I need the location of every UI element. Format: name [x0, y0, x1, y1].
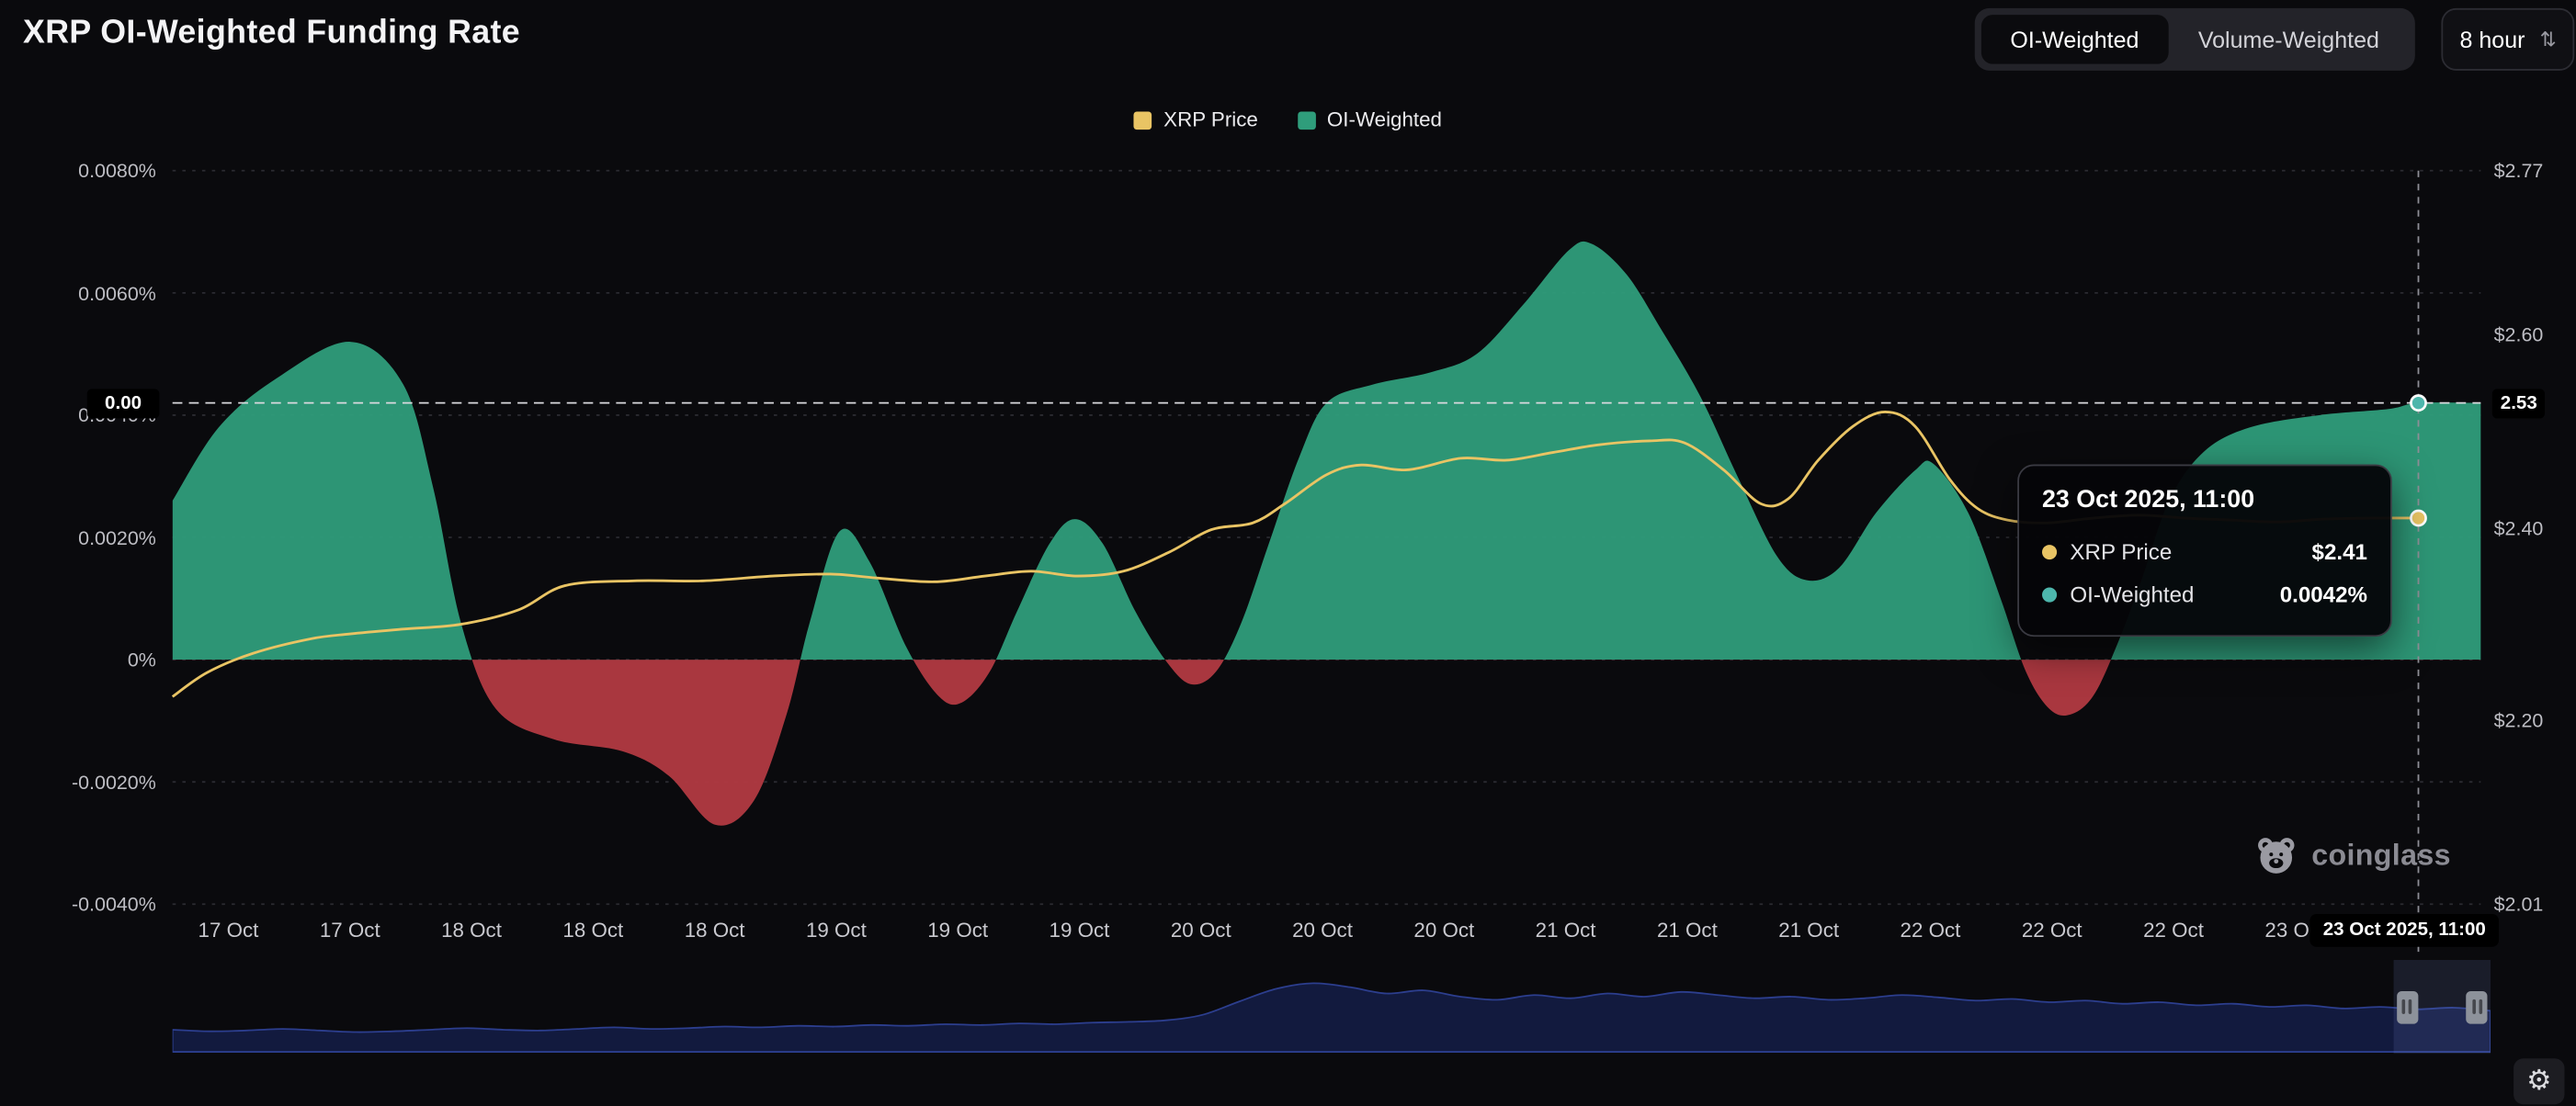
- y-axis-tick: 0.0060%: [78, 281, 156, 305]
- interval-label: 8 hour: [2459, 26, 2525, 53]
- navigator-handle-left[interactable]: [2396, 990, 2418, 1023]
- x-axis-tick: 20 Oct: [1292, 919, 1353, 942]
- price-axis-tick: $2.01: [2493, 892, 2544, 916]
- x-axis-tick: 19 Oct: [927, 919, 989, 942]
- coinglass-watermark: coinglass: [2254, 833, 2451, 877]
- tooltip-row-xrp-price: XRP Price $2.41: [2042, 530, 2367, 572]
- range-navigator[interactable]: [172, 960, 2491, 1054]
- price-axis-tick: $2.77: [2493, 159, 2544, 183]
- coinglass-bear-logo-icon: [2258, 838, 2295, 874]
- tooltip-value: 0.0042%: [2279, 581, 2367, 607]
- x-axis-tick: 18 Oct: [562, 919, 624, 942]
- y-axis-tick: 0.0080%: [78, 159, 156, 183]
- x-axis-tick: 18 Oct: [441, 919, 502, 942]
- tooltip-title: 23 Oct 2025, 11:00: [2042, 485, 2255, 514]
- toggle-volume-weighted[interactable]: Volume-Weighted: [2169, 15, 2409, 64]
- x-axis-tick: 21 Oct: [1656, 919, 1718, 942]
- y-axis-tick: 0%: [127, 648, 156, 672]
- y-axis-tick: 0.0020%: [78, 525, 156, 549]
- weighting-toggle: OI-Weighted Volume-Weighted: [1974, 7, 2416, 71]
- tooltip-label: OI-Weighted: [2070, 581, 2195, 607]
- navigator-handle-right[interactable]: [2466, 990, 2488, 1023]
- x-axis-tick: 22 Oct: [1900, 919, 1961, 942]
- gear-icon: ⚙: [2526, 1065, 2552, 1097]
- legend-item-xrp-price[interactable]: XRP Price: [1133, 107, 1258, 131]
- x-axis-tick: 17 Oct: [198, 919, 259, 942]
- navigator-canvas[interactable]: [172, 960, 2491, 1054]
- left-axis-current-label: 0.00: [86, 388, 160, 418]
- y-axis-tick: -0.0040%: [71, 892, 156, 916]
- xrp-price-swatch-icon: [1133, 110, 1152, 130]
- top-controls: OI-Weighted Volume-Weighted 8 hour ⇅: [1974, 7, 2575, 71]
- chevron-updown-icon: ⇅: [2539, 28, 2557, 51]
- chart-legend: XRP Price OI-Weighted: [0, 108, 2576, 131]
- x-axis-tick: 22 Oct: [2021, 919, 2082, 942]
- xrp-price-dot-icon: [2042, 544, 2058, 559]
- tooltip-row-oi-weighted: OI-Weighted 0.0042%: [2042, 572, 2367, 615]
- price-axis-tick: $2.20: [2493, 709, 2544, 733]
- oi-weighted-swatch-icon: [1297, 110, 1316, 130]
- x-axis-tick: 19 Oct: [1049, 919, 1110, 942]
- x-axis-tick: 21 Oct: [1778, 919, 1840, 942]
- legend-item-oi-weighted[interactable]: OI-Weighted: [1297, 107, 1442, 131]
- price-axis-tick: $2.60: [2493, 322, 2544, 346]
- watermark-label: coinglass: [2311, 838, 2451, 872]
- x-axis-tick: 18 Oct: [684, 919, 745, 942]
- x-axis-tick: 21 Oct: [1535, 919, 1596, 942]
- chart-tooltip: 23 Oct 2025, 11:00 XRP Price $2.41 OI-We…: [2017, 464, 2392, 638]
- interval-dropdown[interactable]: 8 hour ⇅: [2441, 7, 2575, 71]
- x-axis-tick: 20 Oct: [1413, 919, 1475, 942]
- tooltip-value: $2.41: [2311, 538, 2367, 564]
- settings-button[interactable]: ⚙: [2514, 1058, 2565, 1105]
- x-axis-tick: 20 Oct: [1170, 919, 1231, 942]
- x-axis-tick: 19 Oct: [805, 919, 867, 942]
- legend-label: XRP Price: [1163, 107, 1258, 131]
- x-axis-date-label: 23 Oct 2025, 11:00: [2309, 913, 2500, 947]
- right-axis-current-label: 2.53: [2491, 388, 2546, 418]
- price-axis-tick: $2.40: [2493, 516, 2544, 540]
- tooltip-label: XRP Price: [2070, 538, 2173, 564]
- x-axis-tick: 17 Oct: [319, 919, 380, 942]
- oi-weighted-dot-icon: [2042, 586, 2058, 602]
- legend-label: OI-Weighted: [1326, 107, 1442, 131]
- toggle-oi-weighted[interactable]: OI-Weighted: [1980, 15, 2169, 64]
- page-title: XRP OI-Weighted Funding Rate: [23, 15, 521, 51]
- y-axis-tick: -0.0020%: [71, 770, 156, 794]
- x-axis-tick: 22 Oct: [2143, 919, 2204, 942]
